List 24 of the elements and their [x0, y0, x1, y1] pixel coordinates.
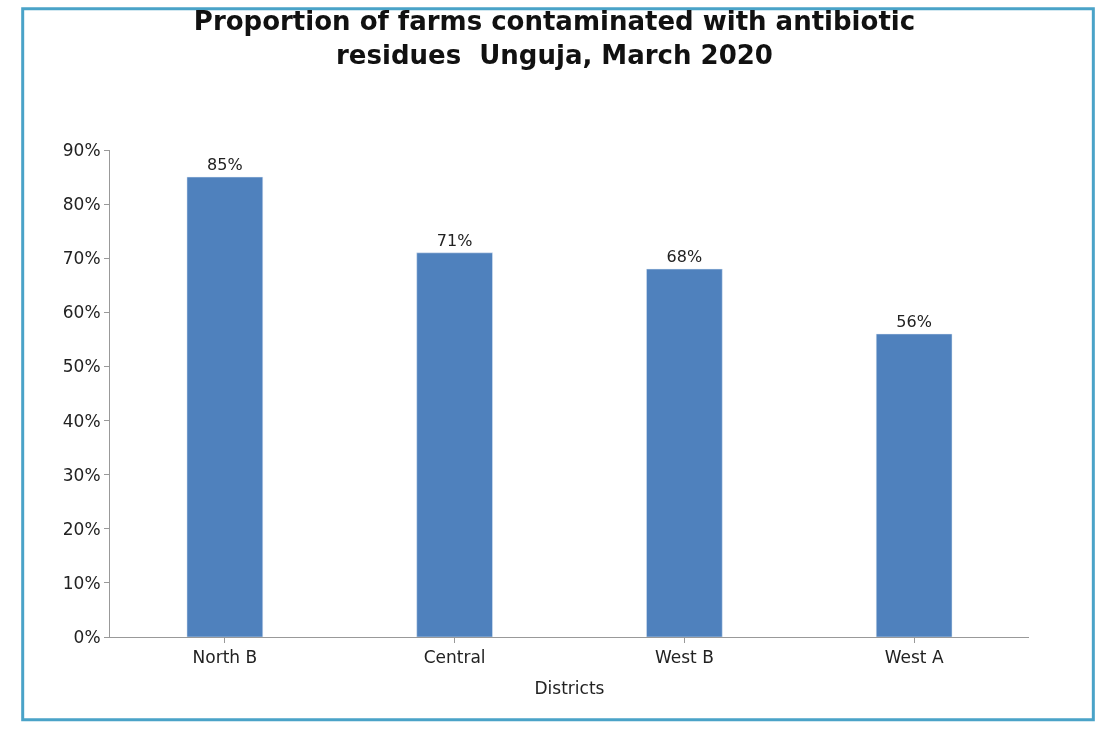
- y-tick-label: 50%: [62, 356, 101, 377]
- chart-title: Proportion of farms contaminated with antibiotic residues Unguja, March 2020: [193, 5, 916, 70]
- y-tick-label: 70%: [62, 248, 101, 269]
- x-tick-label: North B: [192, 647, 258, 668]
- y-tick-label: 10%: [62, 572, 101, 593]
- x-tick-label: West A: [884, 647, 944, 668]
- data-label: 56%: [896, 311, 932, 331]
- y-tick-label: 60%: [62, 302, 101, 323]
- y-tick-label: 40%: [62, 410, 101, 431]
- bar: [186, 176, 264, 637]
- bar: [416, 252, 493, 637]
- data-label: 85%: [207, 155, 243, 175]
- x-tick-label: West B: [654, 647, 714, 668]
- y-tick-label: 90%: [62, 139, 101, 160]
- bar: [875, 333, 953, 637]
- y-tick-label: 20%: [62, 518, 101, 539]
- y-tick-label: 80%: [62, 194, 101, 215]
- data-label: 71%: [436, 230, 473, 250]
- bar: [646, 268, 723, 637]
- x-axis-title: Districts: [534, 677, 605, 698]
- data-label: 68%: [666, 247, 703, 267]
- y-tick-label: 30%: [62, 464, 101, 485]
- y-tick-label: 0%: [73, 626, 101, 647]
- x-tick-label: Central: [423, 647, 486, 668]
